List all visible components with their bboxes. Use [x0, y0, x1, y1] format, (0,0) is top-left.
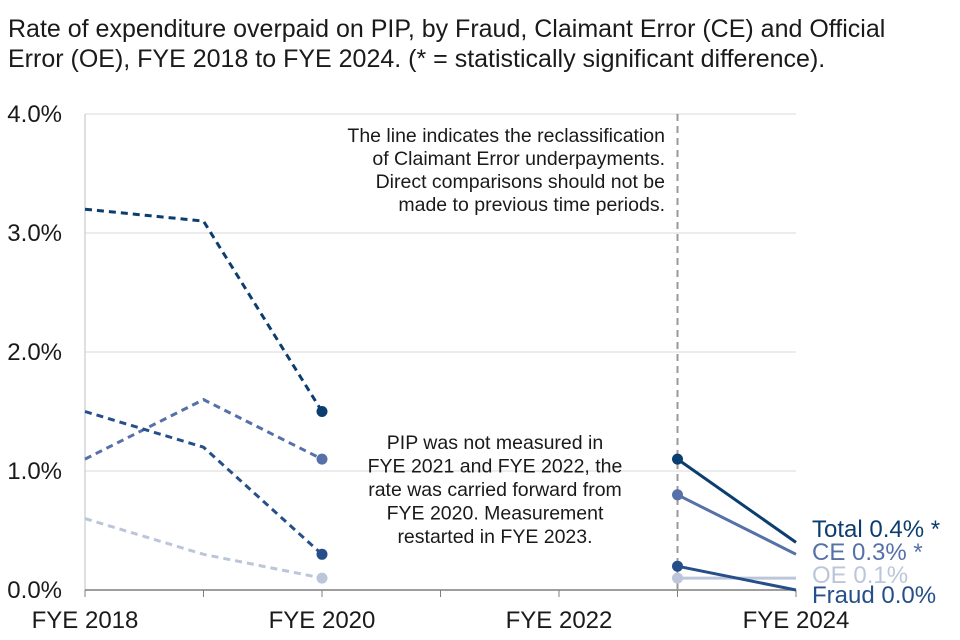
annotation-not-measured-line: rate was carried forward from — [368, 479, 622, 501]
series-total-point — [672, 453, 683, 465]
x-tick-label: FYE 2024 — [743, 607, 850, 634]
y-tick-label: 3.0% — [7, 220, 62, 247]
x-tick-label: FYE 2018 — [32, 607, 139, 634]
y-tick-label: 2.0% — [7, 339, 62, 366]
annotation-not-measured-line: restarted in FYE 2023. — [397, 526, 592, 548]
annotation-not-measured-line: FYE 2021 and FYE 2022, the — [368, 456, 623, 478]
series-fraud-point — [316, 548, 328, 560]
chart-title: Rate of expenditure overpaid on PIP, by … — [8, 14, 948, 74]
annotation-not-measured-line: PIP was not measured in — [387, 432, 603, 454]
series-ce-point — [672, 489, 683, 501]
annotation-reclassification-line: The line indicates the reclassification — [347, 125, 665, 147]
x-tick-label: FYE 2022 — [506, 607, 613, 634]
series-ce-end-label: CE 0.3% * — [812, 539, 923, 566]
x-tick-label: FYE 2020 — [269, 607, 376, 634]
series-oe-dashed-line — [84, 517, 323, 580]
series-ce-point — [316, 453, 328, 465]
annotation-reclassification-line: made to previous time periods. — [398, 194, 665, 216]
series-ce-solid-line — [676, 493, 797, 556]
annotation-reclassification-line: of Claimant Error underpayments. — [372, 148, 665, 170]
series-fraud-dashed-line — [84, 410, 324, 556]
series-fraud-end-label: Fraud 0.0% — [812, 582, 936, 609]
chart-title-line-2: Error (OE), FYE 2018 to FYE 2024. (* = s… — [8, 45, 826, 73]
annotation-reclassification-line: Direct comparisons should not be — [376, 171, 665, 193]
series-oe-end-label: OE 0.1% — [812, 562, 908, 589]
y-tick-label: 4.0% — [7, 101, 62, 128]
series-ce-dashed-line — [84, 397, 323, 461]
series-fraud-point — [672, 560, 683, 572]
series-oe-point — [672, 572, 683, 584]
series-total-dashed-line — [84, 207, 324, 413]
series-total-point — [316, 406, 328, 417]
series-total-end-label: Total 0.4% * — [812, 516, 940, 543]
series-total-solid-line — [676, 457, 797, 544]
y-tick-label: 0.0% — [7, 577, 62, 604]
chart-title-line-1: Rate of expenditure overpaid on PIP, by … — [8, 15, 886, 43]
annotation-not-measured-line: FYE 2020. Measurement — [387, 503, 604, 525]
y-tick-label: 1.0% — [7, 458, 62, 485]
series-oe-point — [316, 572, 328, 584]
series-fraud-solid-line — [677, 564, 797, 592]
